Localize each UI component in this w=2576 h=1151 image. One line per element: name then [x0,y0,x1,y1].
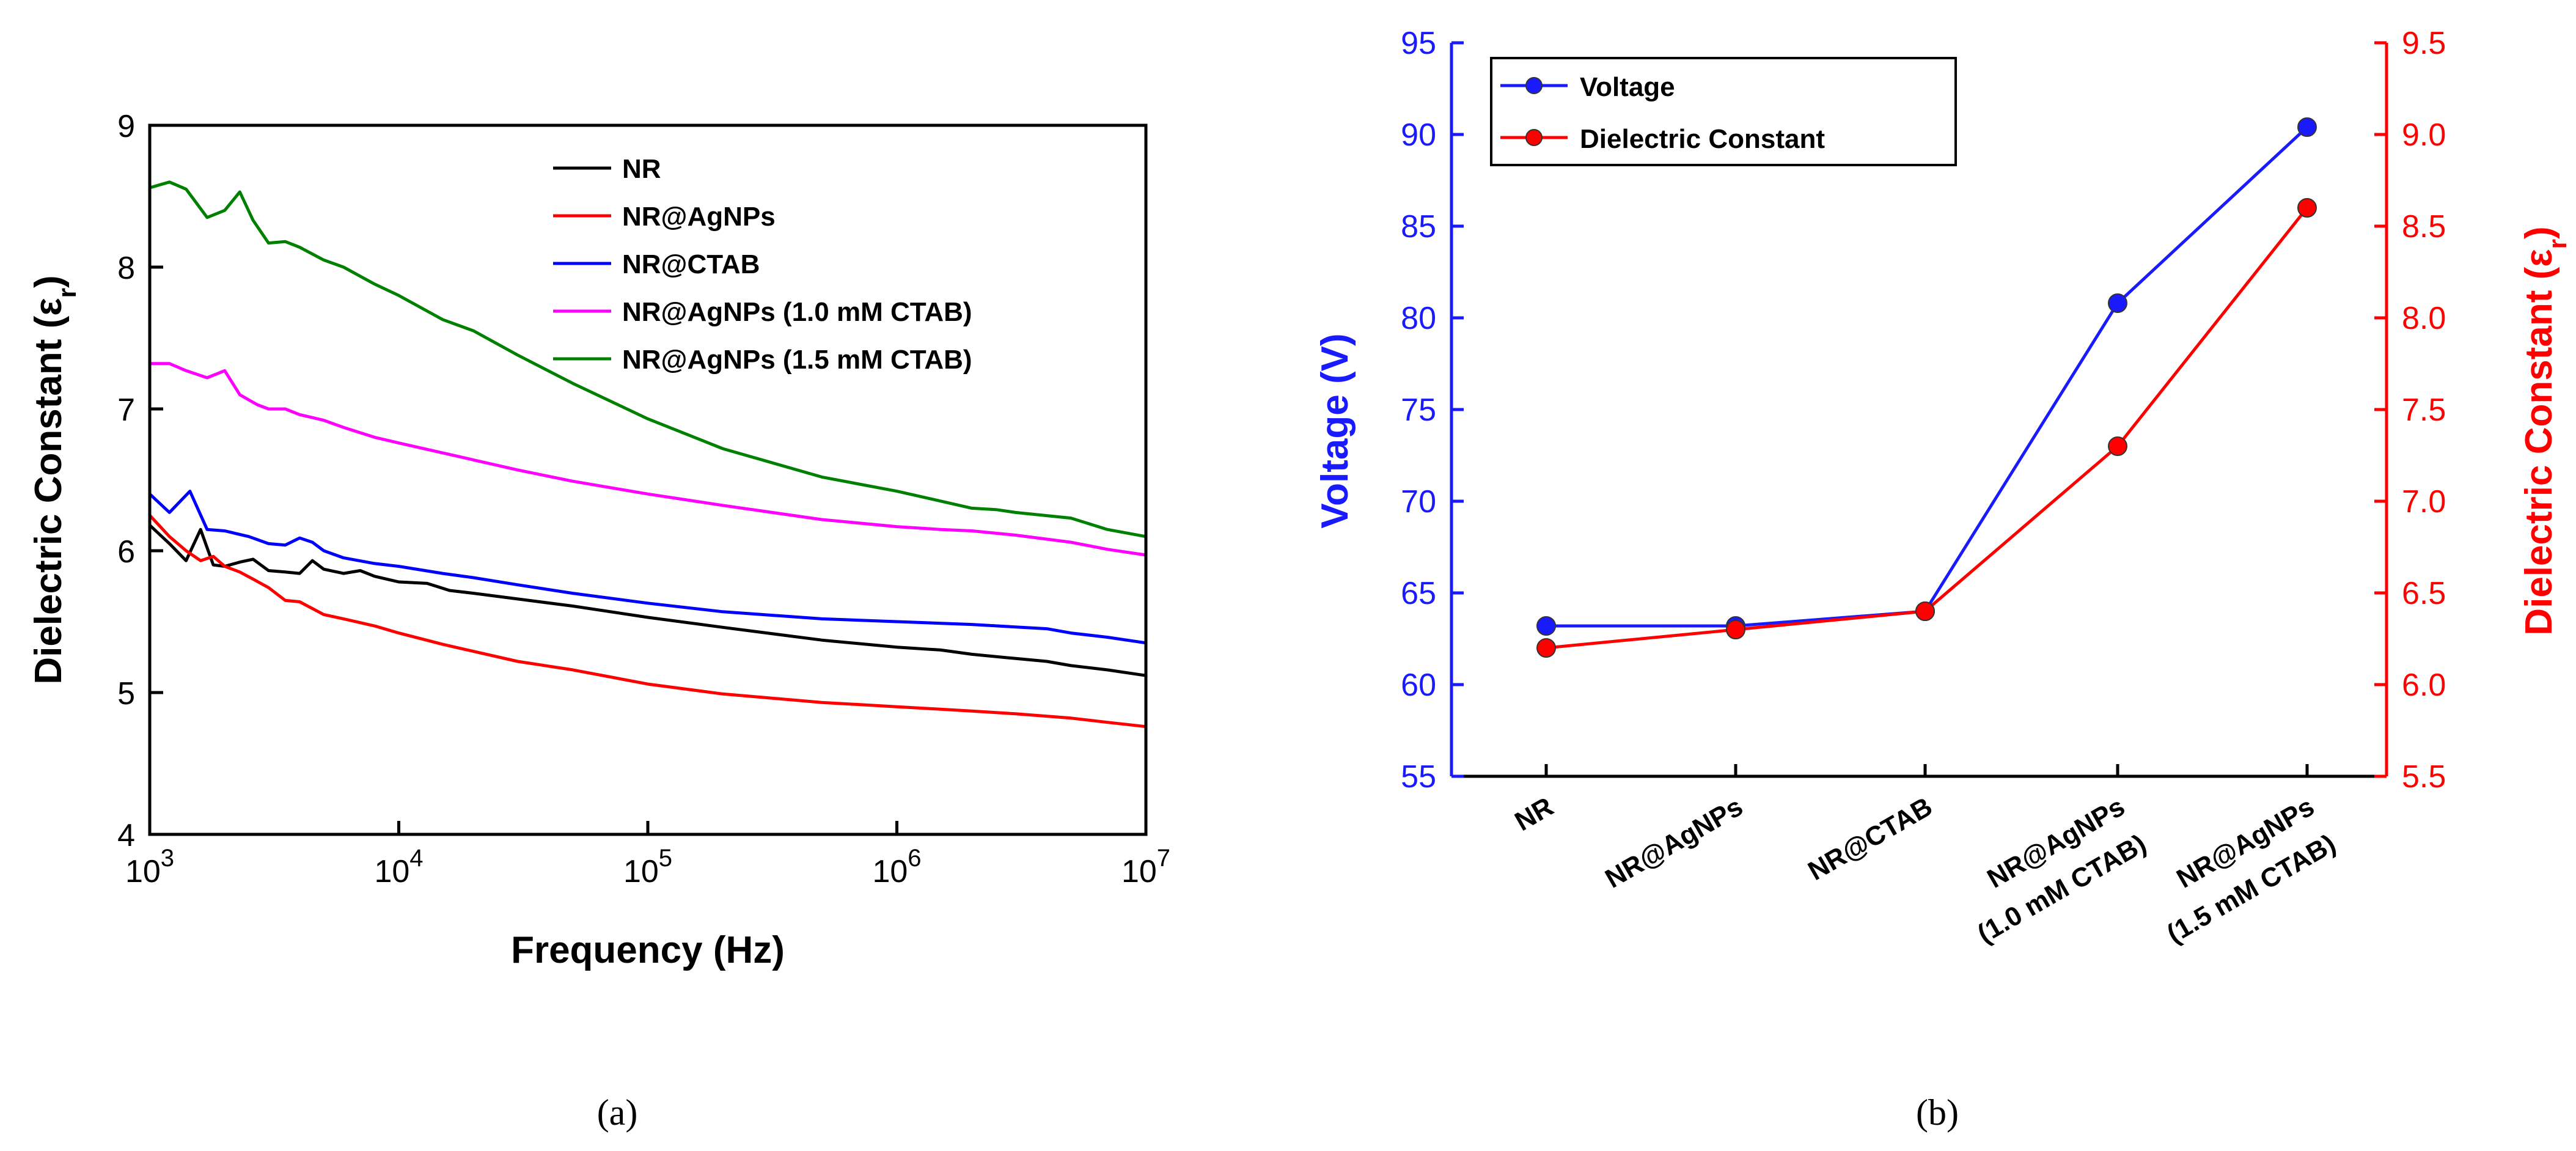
right-y-tick-label: 5.5 [2402,759,2446,795]
x-category-label: NR [1510,792,1558,837]
data-point-dielectric-constant [1726,620,1745,639]
panel-b-legend-box [1490,57,1957,166]
x-category-label: NR@AgNPs(1.0 mM CTAB) [1972,792,2151,949]
data-point-dielectric-constant [1915,601,1935,621]
panel-a-x-axis-title: Frequency (Hz) [511,929,785,971]
legend-label-nr-agnps-1-5-mm-ctab: NR@AgNPs (1.5 mM CTAB) [622,345,972,375]
panel-b-right-axis-title: Dielectric Constant (εr) [2518,226,2572,635]
left-y-tick-label: 65 [1401,576,1436,611]
data-point-voltage [2108,293,2127,313]
right-y-tick-label: 8.5 [2402,209,2446,245]
left-y-tick-label: 95 [1401,26,1436,61]
left-y-tick-label: 85 [1401,209,1436,245]
right-y-tick-label: 9.5 [2402,26,2446,61]
legend-marker-voltage [1525,77,1543,94]
right-y-tick-label: 7.5 [2402,392,2446,428]
x-category-label: NR@AgNPs [1600,792,1748,894]
x-tick-label: 106 [872,845,921,889]
legend-label-nr-agnps-1-0-mm-ctab: NR@AgNPs (1.0 mM CTAB) [622,297,972,327]
panel-a-y-axis-title: Dielectric Constant (εr) [28,275,81,684]
x-tick-label: 103 [125,845,174,889]
panel-a-plot-frame [148,123,1148,836]
x-category-label-line: NR@CTAB [1803,792,1937,886]
series-line-nr-agnps-1-5-mm-ctab [149,180,1147,539]
left-y-tick-label: 80 [1401,301,1436,336]
y-tick-label: 8 [117,251,135,286]
y-tick-label: 5 [117,676,135,712]
left-y-tick-label: 70 [1401,484,1436,520]
panel-b-legend: Voltage Dielectric Constant [1490,57,1957,166]
x-tick-label: 107 [1121,845,1170,889]
panel-b-voltage-and-dielectric: 55 60 65 70 75 80 85 90 95 5.5 6.0 6.5 7.0 7.5 8.0 8.5 9… [1314,26,2572,1133]
left-y-tick-label: 60 [1401,667,1436,703]
legend-label-nr: NR [622,154,661,184]
y-tick-label: 7 [117,392,135,428]
y-tick-label: 9 [117,109,135,144]
right-y-tick-label: 9.0 [2402,117,2446,153]
right-y-tick-label: 8.0 [2402,301,2446,336]
left-y-tick-label: 55 [1401,759,1436,795]
y-tick-label: 4 [117,818,135,853]
legend-label-nr-agnps: NR@AgNPs [622,202,776,232]
legend-marker-dielectric-constant [1525,129,1543,146]
left-y-tick-label: 90 [1401,117,1436,153]
x-tick-label: 104 [374,845,423,889]
y-tick-label: 6 [117,534,135,570]
data-point-dielectric-constant [2108,436,2127,456]
legend-label-voltage: Voltage [1580,72,1675,102]
x-category-label-line: NR@AgNPs [1600,792,1748,894]
series-line-nr-agnps-1-0-mm-ctab [150,362,1147,557]
series-line-nr-agnps [149,514,1147,729]
legend-label-nr-ctab: NR@CTAB [622,249,760,279]
x-tick-label: 105 [623,845,672,889]
legend-label-dielectric-constant: Dielectric Constant [1580,124,1825,154]
series-line-dielectric-constant [1546,207,2308,650]
right-y-tick-label: 7.0 [2402,484,2446,520]
panel-b-left-axis-title: Voltage (V) [1314,333,1356,528]
panel-a-dielectric-vs-frequency: 103 104 105 106 107 4 5 6 7 8 9 Frequency (Hz) Die… [28,109,1170,1133]
series-line-nr-ctab [149,490,1147,645]
panel-a-legend: NR NR@AgNPs NR@CTAB NR@AgNPs (1.0 mM CTAB) N… [553,154,972,375]
panel-a-label: (a) [597,1092,638,1133]
x-category-label: NR@AgNPs(1.5 mM CTAB) [2162,792,2341,949]
right-y-tick-label: 6.5 [2402,576,2446,611]
x-category-label-line: NR [1510,792,1558,837]
data-point-dielectric-constant [2297,198,2317,218]
panel-b-label: (b) [1916,1092,1959,1133]
series-line-voltage [1546,126,2308,628]
data-point-dielectric-constant [1536,638,1556,658]
right-y-tick-label: 6.0 [2402,667,2446,703]
data-point-voltage [2297,117,2317,137]
left-y-tick-label: 75 [1401,392,1436,428]
x-category-label: NR@CTAB [1803,792,1937,886]
series-line-nr [149,524,1147,677]
data-point-voltage [1536,616,1556,636]
